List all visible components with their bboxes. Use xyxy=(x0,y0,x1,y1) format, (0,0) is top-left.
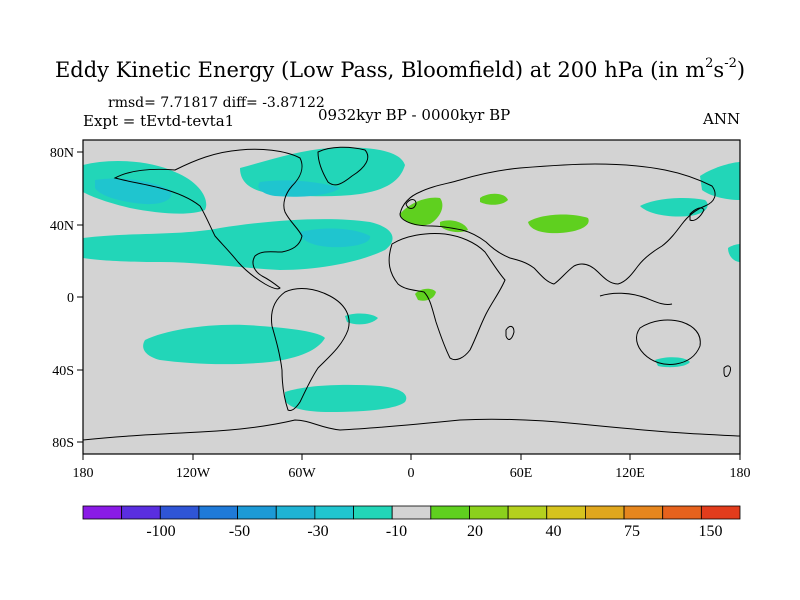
coast-uk xyxy=(405,199,417,209)
colorbar-swatch xyxy=(662,505,702,520)
season-label: ANN xyxy=(703,110,741,128)
colorbar-swatch xyxy=(237,505,277,520)
colorbar-swatch xyxy=(430,505,470,520)
colorbar-swatch xyxy=(469,505,509,520)
lon-label: 180 xyxy=(730,466,751,481)
coast-japan xyxy=(689,207,705,221)
colorbar-label: 40 xyxy=(546,523,562,540)
map-panel: 80N 40N 0 40S 80S 180 120W 60W 0 60E 120… xyxy=(50,139,751,481)
coast-greenland xyxy=(317,146,369,186)
colorbar-swatch xyxy=(121,505,161,520)
anomaly-region-southern-ocean xyxy=(285,384,407,412)
coast-madagascar xyxy=(505,325,515,340)
positive-region-central-asia xyxy=(528,214,589,234)
coast-eurasia xyxy=(399,163,716,285)
colorbar-swatch xyxy=(623,505,664,520)
colorbar-swatch xyxy=(585,505,625,520)
coastlines xyxy=(83,146,740,441)
time-period-label: 0932kyr BP - 0000kyr BP xyxy=(318,106,511,124)
coast-australia xyxy=(636,319,701,365)
colorbar-label: 150 xyxy=(699,523,723,540)
anomaly-region-northwest-pacific xyxy=(640,198,708,217)
coast-north-america xyxy=(113,148,303,290)
lat-label: 80N xyxy=(50,146,74,161)
lat-label: 40N xyxy=(50,219,74,234)
lon-label: 120W xyxy=(176,466,211,481)
anomaly-fill-layer xyxy=(83,147,740,412)
colorbar-label: -100 xyxy=(146,523,175,540)
experiment-label: Expt = tEvtd-tevta1 xyxy=(83,112,235,130)
lon-label: 120E xyxy=(615,466,645,481)
colorbar-swatch xyxy=(700,505,741,520)
anomaly-region-north-pacific-core xyxy=(95,178,172,205)
lat-label: 40S xyxy=(52,364,74,379)
rmsd-diff-stats: rmsd= 7.71817 diff= -3.87122 xyxy=(108,95,325,111)
anomaly-region-north-atlantic-core xyxy=(258,180,340,197)
colorbar-label: 75 xyxy=(624,523,640,540)
anomaly-region-south-atlantic-small xyxy=(345,313,378,325)
colorbar-swatch xyxy=(159,505,200,520)
anomaly-region-subtropical-core xyxy=(300,228,371,248)
lat-label: 0 xyxy=(67,291,74,306)
positive-region-mediterranean xyxy=(440,220,468,233)
colorbar-swatch xyxy=(546,505,586,520)
colorbar-swatch xyxy=(198,505,238,520)
anomaly-region-australia xyxy=(655,357,690,368)
colorbar-swatch xyxy=(391,505,432,520)
lat-ticks xyxy=(77,151,83,443)
colorbar-labels: -100 -50 -30 -10 20 40 75 150 xyxy=(146,523,722,540)
colorbar xyxy=(82,505,741,520)
colorbar-swatch xyxy=(314,505,354,520)
colorbar-label: -50 xyxy=(229,523,250,540)
lon-ticks xyxy=(82,454,741,460)
colorbar-swatch xyxy=(275,505,316,520)
positive-region-europe xyxy=(400,197,443,226)
coast-south-america xyxy=(271,288,350,411)
lat-labels: 80N 40N 0 40S 80S xyxy=(50,146,74,451)
colorbar-swatch xyxy=(507,505,548,520)
plot-title: Eddy Kinetic Energy (Low Pass, Bloomfiel… xyxy=(54,56,746,82)
coast-indonesia xyxy=(599,292,673,305)
lon-label: 180 xyxy=(73,466,94,481)
colorbar-label: -10 xyxy=(386,523,407,540)
colorbar-label: -30 xyxy=(307,523,328,540)
anomaly-region-east-edge xyxy=(728,244,740,262)
coast-antarctica xyxy=(83,418,740,441)
positive-region-black-sea xyxy=(480,193,508,205)
colorbar-label: 20 xyxy=(467,523,483,540)
anomaly-region-north-pacific-east xyxy=(700,162,740,200)
lat-label: 80S xyxy=(52,436,74,451)
colorbar-swatch xyxy=(353,505,393,520)
coast-new-zealand xyxy=(723,365,731,377)
colorbar-swatch xyxy=(82,505,123,520)
lon-label: 60W xyxy=(288,466,316,481)
lon-label: 0 xyxy=(408,466,415,481)
lon-labels: 180 120W 60W 0 60E 120E 180 xyxy=(73,466,751,481)
lon-label: 60E xyxy=(510,466,533,481)
coast-africa xyxy=(388,233,506,361)
